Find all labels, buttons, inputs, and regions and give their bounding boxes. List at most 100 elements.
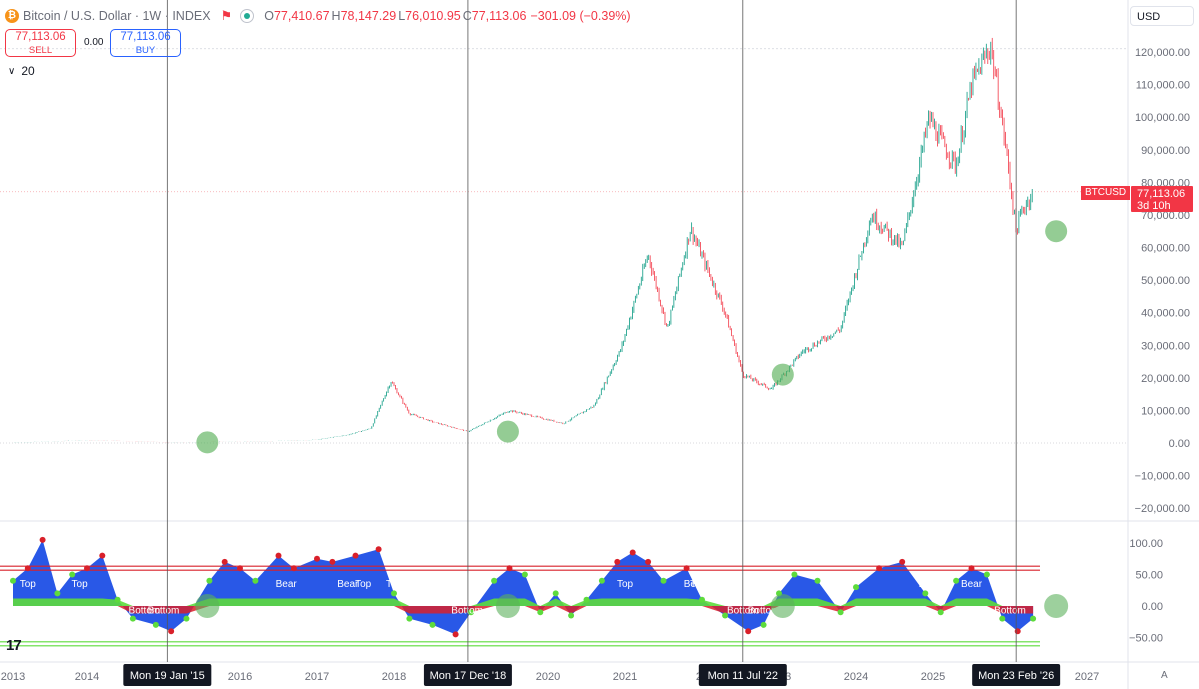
signal-label: Top xyxy=(355,579,372,590)
buy-price: 77,113.06 xyxy=(120,31,171,43)
signal-dot xyxy=(629,549,636,556)
signal-dot xyxy=(837,609,844,616)
signal-label: Bottom xyxy=(994,606,1026,617)
signal-dot xyxy=(69,571,76,578)
signal-dot xyxy=(491,577,498,584)
sell-button[interactable]: 77,113.06 SELL xyxy=(5,29,76,57)
osc-signal-marker[interactable] xyxy=(770,594,795,618)
time-tick-label: 2016 xyxy=(228,671,252,683)
last-price: 77,113.06 xyxy=(1137,188,1186,200)
signal-label: Bottom xyxy=(129,606,161,617)
signal-label: Bear xyxy=(337,579,359,590)
signal-dot xyxy=(583,596,590,603)
cursor-date-label: Mon 23 Feb '26 xyxy=(978,670,1054,682)
cursor-date-tag xyxy=(423,664,512,686)
low-key: L xyxy=(398,9,406,23)
low-value: 76,010.95 xyxy=(405,9,461,23)
signal-dot xyxy=(506,565,513,572)
signal-dot xyxy=(206,577,213,584)
cursor-date-tag xyxy=(698,664,787,686)
price-tick-label: 10,000.00 xyxy=(1141,405,1190,417)
signal-dot xyxy=(876,565,883,572)
buy-signal-marker[interactable] xyxy=(496,420,519,443)
signal-label: Top xyxy=(690,579,707,590)
flag-icon[interactable]: ⚑ xyxy=(220,8,233,23)
signal-dot xyxy=(99,552,106,559)
signal-label: Bear xyxy=(276,579,298,590)
signal-label: Top xyxy=(386,579,403,590)
close-key: C xyxy=(462,9,472,23)
signal-dot xyxy=(660,577,667,584)
signal-dot xyxy=(275,552,282,559)
bitcoin-icon: ₿ xyxy=(5,9,19,23)
time-tick-label: 2027 xyxy=(1075,671,1099,683)
signal-label: Top xyxy=(72,579,89,590)
signal-dot xyxy=(452,631,459,638)
time-tick-label: 2017 xyxy=(305,671,329,683)
signal-dot xyxy=(1030,615,1037,622)
signal-dot xyxy=(699,596,705,603)
signal-dot xyxy=(406,615,413,622)
osc-tick-label: −50.00 xyxy=(1129,633,1163,645)
signal-label: Bear xyxy=(919,579,941,590)
signal-dot xyxy=(10,577,16,584)
signal-label: Top xyxy=(20,579,37,590)
signal-dot xyxy=(598,577,605,584)
sell-label: SELL xyxy=(28,45,53,56)
price-tick-label: 0.00 xyxy=(1169,438,1190,450)
price-tick-label: 120,000.00 xyxy=(1135,47,1190,59)
signal-dot xyxy=(429,621,436,628)
chevron-down-icon[interactable]: ∨ xyxy=(8,65,16,77)
signal-dot xyxy=(152,621,159,628)
open-key: O xyxy=(264,9,274,23)
signal-dot xyxy=(1014,628,1021,635)
signal-dot xyxy=(853,584,859,591)
signal-dot xyxy=(183,615,190,622)
indicator-toggle[interactable]: ∨ 20 xyxy=(8,64,35,78)
currency-select[interactable]: USD xyxy=(1130,6,1194,26)
signal-dot xyxy=(568,612,575,619)
price-tick-label: −10,000.00 xyxy=(1135,471,1190,483)
osc-signal-marker[interactable] xyxy=(1044,594,1069,618)
signal-dot xyxy=(24,565,31,572)
cursor-date-label: Mon 11 Jul '22 xyxy=(708,670,778,682)
price-tick-label: 50,000.00 xyxy=(1141,275,1190,287)
price-tick-label: 20,000.00 xyxy=(1141,373,1190,385)
cursor-date-tag xyxy=(123,664,212,686)
signal-label: Top xyxy=(694,579,711,590)
signal-dot xyxy=(252,577,259,584)
osc-signal-marker[interactable] xyxy=(495,594,520,618)
buy-signal-marker[interactable] xyxy=(196,431,219,454)
cursor-date-label: Mon 17 Dec '18 xyxy=(430,670,507,682)
signal-label: Bottom xyxy=(148,606,180,617)
tradingview-logo[interactable]: 17 xyxy=(6,637,22,654)
signal-dot xyxy=(352,552,359,559)
signal-dot xyxy=(129,615,136,622)
buy-label: BUY xyxy=(135,45,156,56)
signal-dot xyxy=(953,577,960,584)
signal-dot xyxy=(645,558,652,565)
buy-signal-marker[interactable] xyxy=(771,363,794,386)
price-tick-label: 70,000.00 xyxy=(1141,210,1190,222)
auto-scale-button[interactable]: A xyxy=(1161,670,1168,681)
signal-dot xyxy=(39,536,46,543)
signal-dot xyxy=(614,558,621,565)
buy-signal-marker[interactable] xyxy=(1045,220,1068,243)
market-status-icon[interactable] xyxy=(240,9,255,23)
change-value: −301.09 (−0.39%) xyxy=(530,9,631,23)
osc-signal-marker[interactable] xyxy=(195,594,220,618)
signal-label: Bottom xyxy=(451,606,483,617)
sell-price: 77,113.06 xyxy=(15,31,66,43)
close-value: 77,113.06 xyxy=(471,9,527,23)
signal-label: Bear xyxy=(961,579,983,590)
price-tick-label: −20,000.00 xyxy=(1135,503,1190,515)
time-tick-label: 2024 xyxy=(844,671,868,683)
symbol-title[interactable]: Bitcoin / U.S. Dollar · 1W · INDEX xyxy=(23,9,211,23)
signal-dot xyxy=(983,571,990,578)
osc-tick-label: 50.00 xyxy=(1135,570,1163,582)
buy-button[interactable]: 77,113.06 BUY xyxy=(110,29,181,57)
bar-countdown: 3d 10h xyxy=(1137,200,1171,212)
osc-tick-label: 100.00 xyxy=(1129,538,1163,550)
last-price-tag: 77,113.06 3d 10h xyxy=(1131,186,1193,212)
